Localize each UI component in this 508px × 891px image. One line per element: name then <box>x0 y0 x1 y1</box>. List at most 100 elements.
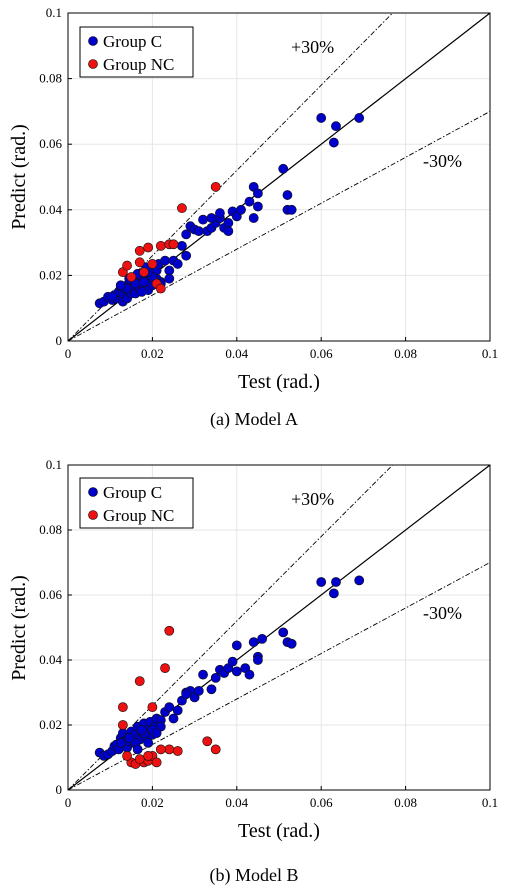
x-tick-label: 0.08 <box>394 795 417 810</box>
panel-caption: (a) Model A <box>210 409 298 430</box>
point-group-nc <box>164 625 175 636</box>
point-group-nc <box>117 702 128 713</box>
point-group-nc <box>202 736 213 747</box>
y-tick-label: 0.02 <box>39 717 62 732</box>
legend-label-group-c: Group C <box>103 32 162 51</box>
point-group-c <box>198 214 208 225</box>
point-group-nc <box>134 257 145 268</box>
point-group-nc <box>134 676 145 687</box>
point-group-c <box>151 728 162 739</box>
legend-marker-group-c <box>88 487 98 497</box>
point-group-c <box>354 113 365 123</box>
point-group-c <box>181 689 192 700</box>
point-group-c <box>215 208 225 218</box>
y-ticks: 0 0.02 0.04 0.06 0.08 0.1 <box>39 5 72 348</box>
y-tick-label: 0 <box>56 333 63 348</box>
point-group-nc <box>210 181 221 192</box>
point-group-c <box>193 685 204 696</box>
y-tick-label: 0.08 <box>39 522 62 537</box>
y-tick-label: 0.08 <box>39 71 62 86</box>
x-tick-label: 0 <box>65 795 72 810</box>
panel-a: Predict (rad.) Test (rad.) (a) Model A 0… <box>8 5 498 430</box>
y-tick-label: 0.06 <box>39 136 62 151</box>
x-axis-label: Test (rad.) <box>238 371 320 393</box>
x-tick-label: 0.06 <box>310 346 333 361</box>
point-group-c <box>331 121 341 132</box>
y-axis-label: Predict (rad.) <box>8 575 30 681</box>
x-tick-label: 0.08 <box>394 346 417 361</box>
data-points <box>94 575 365 769</box>
point-group-nc <box>151 757 162 768</box>
point-group-c <box>354 575 365 586</box>
point-group-nc <box>143 242 154 253</box>
point-group-nc <box>126 272 137 282</box>
y-axis-label: Predict (rad.) <box>8 124 30 230</box>
x-tick-label: 0.04 <box>225 795 248 810</box>
x-tick-label: 0.1 <box>482 346 498 361</box>
point-group-nc <box>134 245 145 256</box>
point-group-c <box>181 250 192 261</box>
legend-box <box>79 477 194 529</box>
panel-caption: (b) Model B <box>210 865 299 886</box>
point-group-nc <box>122 260 132 271</box>
legend-label-group-nc: Group NC <box>103 55 174 74</box>
point-group-nc <box>172 746 183 756</box>
point-group-c <box>164 702 175 713</box>
x-tick-label: 0.02 <box>141 346 164 361</box>
legend-marker-group-c <box>88 36 98 46</box>
point-group-c <box>198 669 208 680</box>
point-group-c <box>223 226 234 237</box>
point-group-c <box>252 201 263 212</box>
point-group-c <box>136 286 147 297</box>
annotation-plus30: +30% <box>291 37 334 57</box>
y-tick-label: 0.1 <box>46 5 62 20</box>
y-tick-label: 0.1 <box>46 457 62 472</box>
point-group-nc <box>155 283 166 294</box>
point-group-c <box>248 637 259 648</box>
point-group-nc <box>164 744 175 755</box>
point-group-c <box>107 291 118 302</box>
x-tick-label: 0.06 <box>310 795 333 810</box>
point-group-nc <box>155 240 166 251</box>
point-group-c <box>160 255 170 266</box>
point-group-c <box>282 190 293 200</box>
y-ticks: 0 0.02 0.04 0.06 0.08 0.1 <box>39 457 72 797</box>
point-group-c <box>132 744 143 755</box>
y-tick-label: 0.04 <box>39 202 62 217</box>
point-group-c <box>206 684 217 695</box>
legend-label-group-c: Group C <box>103 483 162 502</box>
x-tick-label: 0.1 <box>482 795 498 810</box>
point-group-c <box>136 724 147 735</box>
reference-line-minus30 <box>67 562 491 791</box>
point-group-c <box>248 213 259 223</box>
point-group-nc <box>134 754 145 765</box>
x-ticks: 0 0.02 0.04 0.06 0.08 0.1 <box>65 786 498 810</box>
point-group-nc <box>160 663 170 674</box>
point-group-c <box>316 577 327 587</box>
data-points <box>94 113 365 309</box>
point-group-nc <box>168 239 179 250</box>
point-group-c <box>252 655 263 665</box>
x-tick-label: 0 <box>65 346 72 361</box>
point-group-c <box>172 259 183 269</box>
point-group-nc <box>155 744 166 755</box>
point-group-c <box>244 196 255 207</box>
y-tick-label: 0.06 <box>39 587 62 602</box>
point-group-nc <box>147 702 158 713</box>
point-group-c <box>252 188 263 199</box>
legend-marker-group-nc <box>88 59 98 69</box>
reference-line-minus30 <box>67 111 491 342</box>
plot-frame <box>67 12 491 342</box>
point-group-nc <box>122 750 132 761</box>
point-group-c <box>257 633 268 644</box>
y-tick-label: 0 <box>56 782 63 797</box>
y-tick-label: 0.02 <box>39 267 62 282</box>
point-group-c <box>331 577 341 587</box>
point-group-nc <box>139 267 149 278</box>
point-group-c <box>210 672 221 683</box>
annotation-minus30: -30% <box>423 151 462 171</box>
legend-marker-group-nc <box>88 510 98 520</box>
point-group-c <box>278 163 289 174</box>
point-group-c <box>115 737 126 748</box>
point-group-c <box>278 627 289 638</box>
